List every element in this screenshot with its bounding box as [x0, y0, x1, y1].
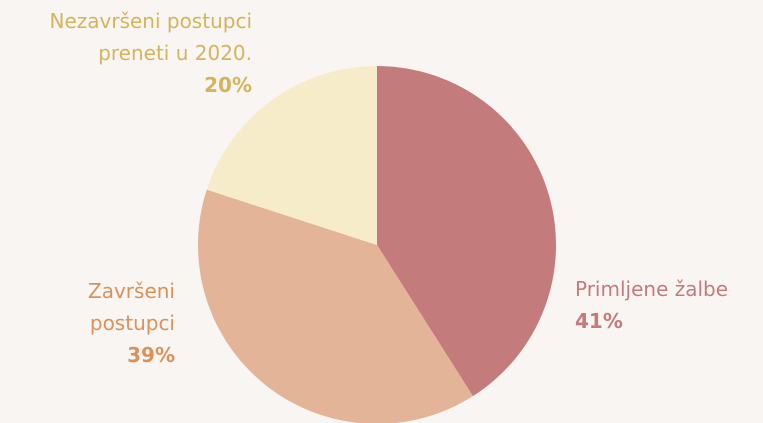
value-label: 41% — [575, 309, 623, 333]
pie-slice — [206, 65, 377, 246]
slice-label: Završeni postupci 39% — [20, 275, 175, 371]
category-label: Nezavršeni postupci preneti u 2020. — [49, 9, 252, 65]
category-label: Završeni postupci — [88, 279, 175, 335]
slice-label: Nezavršeni postupci preneti u 2020. 20% — [0, 5, 252, 101]
slice-label: Primljene žalbe 41% — [575, 273, 763, 337]
value-label: 20% — [204, 73, 252, 97]
pie-slice — [198, 189, 473, 423]
value-label: 39% — [127, 343, 175, 367]
pie-slice — [377, 66, 556, 397]
category-label: Primljene žalbe — [575, 277, 729, 301]
